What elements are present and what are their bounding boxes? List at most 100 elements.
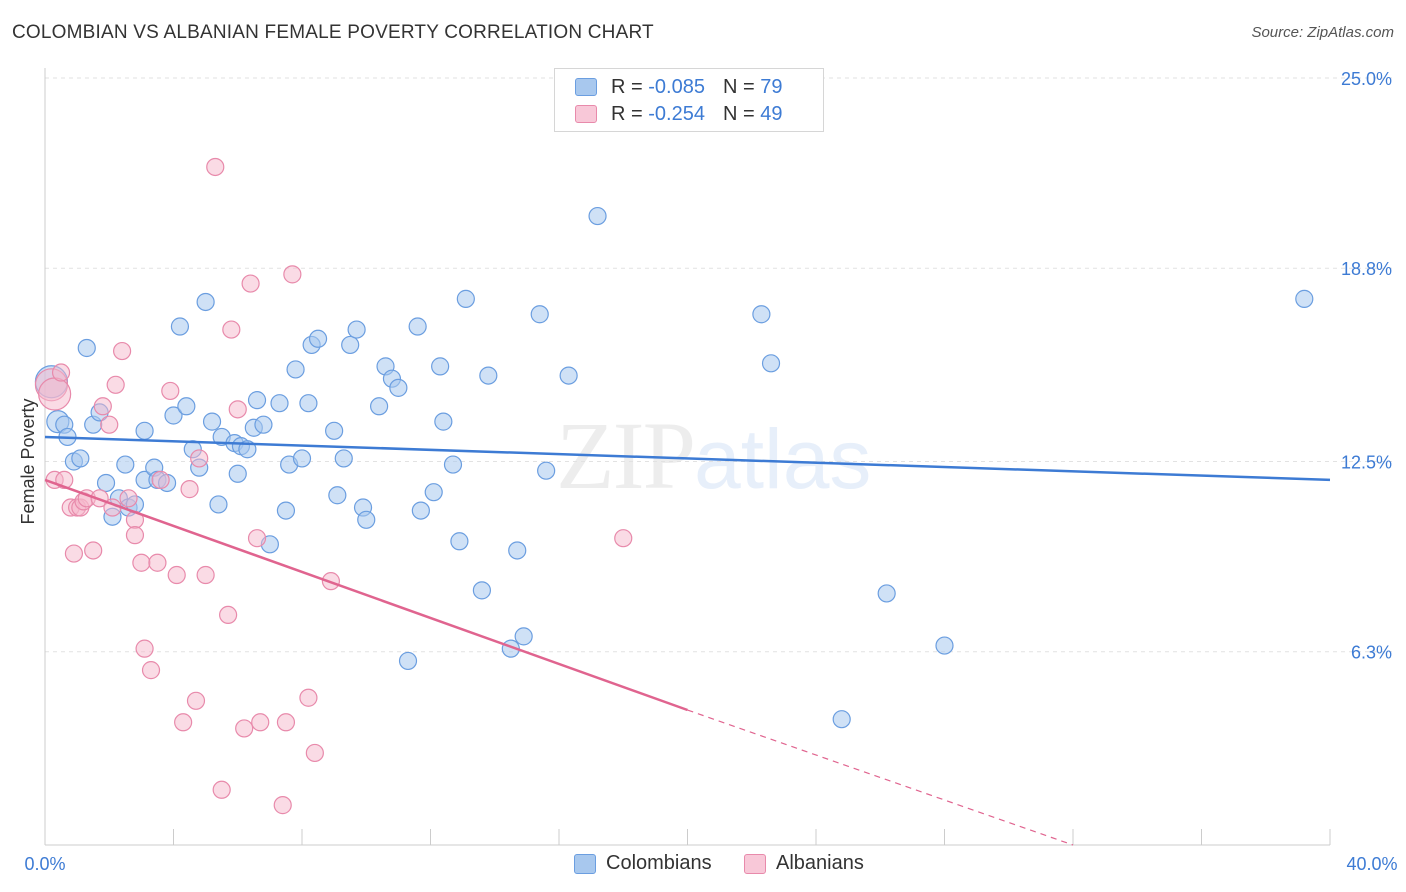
albanian-point xyxy=(276,713,296,732)
x-tick-label: 40.0% xyxy=(1346,854,1397,874)
legend-swatch-colombians xyxy=(575,78,597,96)
colombian-point xyxy=(431,357,450,376)
albanian-point xyxy=(84,541,103,560)
legend-r-value: -0.085 xyxy=(648,75,705,98)
colombian-point xyxy=(325,421,344,440)
colombian-point xyxy=(508,541,527,560)
albanian-point xyxy=(219,605,238,625)
colombian-point xyxy=(752,305,771,324)
colombian-point xyxy=(247,391,267,410)
colombian-point xyxy=(389,378,408,397)
colombian-point xyxy=(164,406,183,425)
albanians-points xyxy=(34,157,633,815)
albanian-point xyxy=(161,381,180,401)
colombian-point xyxy=(135,421,154,440)
colombian-point xyxy=(398,651,418,671)
colombian-point xyxy=(347,320,366,339)
albanian-point xyxy=(614,529,633,548)
legend-row-albanians: R = -0.254 N = 49 xyxy=(575,100,782,128)
grid xyxy=(45,77,1392,653)
series-label-albanians: Albanians xyxy=(776,852,864,874)
albanian-point xyxy=(283,265,302,284)
colombian-point xyxy=(472,581,491,600)
colombian-point xyxy=(411,501,430,520)
albanian-point xyxy=(235,719,254,738)
chart-title: COLOMBIAN VS ALBANIAN FEMALE POVERTY COR… xyxy=(12,22,654,43)
colombian-point xyxy=(877,584,896,603)
colombian-point xyxy=(116,455,135,474)
trend-lines xyxy=(44,435,1331,846)
albanians-trend-line xyxy=(44,478,688,712)
colombian-point xyxy=(456,289,475,308)
albanian-point xyxy=(305,743,324,763)
albanian-point xyxy=(132,553,151,572)
colombian-point xyxy=(299,394,318,413)
colombian-point xyxy=(209,495,228,514)
legend-swatch-albanians xyxy=(575,105,597,123)
colombians-points xyxy=(34,206,1314,729)
colombian-point xyxy=(450,532,469,551)
colombian-point xyxy=(935,636,954,655)
albanian-point xyxy=(112,341,132,361)
source-credit: Source: ZipAtlas.com xyxy=(1251,24,1394,41)
series-label-colombians: Colombians xyxy=(606,852,712,874)
series-legend-albanians: Albanians xyxy=(744,852,864,875)
legend-row-colombians: R = -0.085 N = 79 xyxy=(575,73,782,101)
colombian-point xyxy=(479,366,498,385)
albanian-point xyxy=(64,544,84,563)
colombian-point xyxy=(408,317,427,336)
colombian-point xyxy=(202,412,222,431)
colombian-point xyxy=(71,449,90,468)
albanian-point xyxy=(151,470,170,490)
albanian-point xyxy=(167,565,186,585)
x-tick-label: 0.0% xyxy=(24,854,65,874)
colombian-point xyxy=(357,510,376,529)
series-legend-colombians: Colombians xyxy=(574,852,712,875)
albanian-point xyxy=(180,480,199,499)
colombian-point xyxy=(77,338,96,358)
albanian-point xyxy=(148,553,167,572)
colombian-point xyxy=(177,397,196,416)
colombian-point xyxy=(1295,289,1314,308)
legend-r-value: -0.254 xyxy=(648,102,705,125)
colombian-point xyxy=(514,627,533,646)
colombian-point xyxy=(334,449,353,468)
colombian-point xyxy=(196,292,215,312)
y-axis-label: Female Poverty xyxy=(18,398,38,524)
legend-n-label: N = xyxy=(722,102,755,125)
axes xyxy=(44,68,1331,846)
colombian-point xyxy=(170,317,190,336)
albanian-point xyxy=(186,691,206,710)
colombian-point xyxy=(270,394,289,413)
albanian-point xyxy=(93,397,112,416)
albanian-point xyxy=(119,489,138,508)
albanian-point xyxy=(251,713,270,732)
colombian-point xyxy=(96,473,116,493)
colombian-point xyxy=(292,449,312,468)
albanian-point xyxy=(135,639,154,658)
colombian-point xyxy=(341,335,360,355)
albanian-point xyxy=(299,688,318,707)
albanian-point xyxy=(141,661,161,680)
colombian-point xyxy=(254,415,273,434)
colombian-point xyxy=(328,486,347,505)
colombian-point xyxy=(761,354,781,373)
albanian-point xyxy=(241,274,260,293)
legend-n-value: 49 xyxy=(760,102,783,125)
y-tick-label: 12.5% xyxy=(1341,453,1392,473)
colombian-point xyxy=(537,461,556,480)
axis-labels: 6.3% 12.5% 18.8% 25.0% 0.0% 40.0% Female Pover… xyxy=(18,69,1398,874)
colombian-point xyxy=(286,360,305,379)
albanian-point xyxy=(100,415,119,434)
legend-r-label: R = xyxy=(611,75,643,98)
albanian-point xyxy=(228,400,247,419)
colombian-point xyxy=(424,483,443,502)
colombian-point xyxy=(588,206,607,226)
colombian-point xyxy=(530,305,549,324)
albanian-point xyxy=(222,320,241,339)
colombian-point xyxy=(559,366,578,385)
colombian-point xyxy=(228,464,247,483)
albanian-point xyxy=(174,713,193,732)
legend-n-value: 79 xyxy=(760,75,783,98)
